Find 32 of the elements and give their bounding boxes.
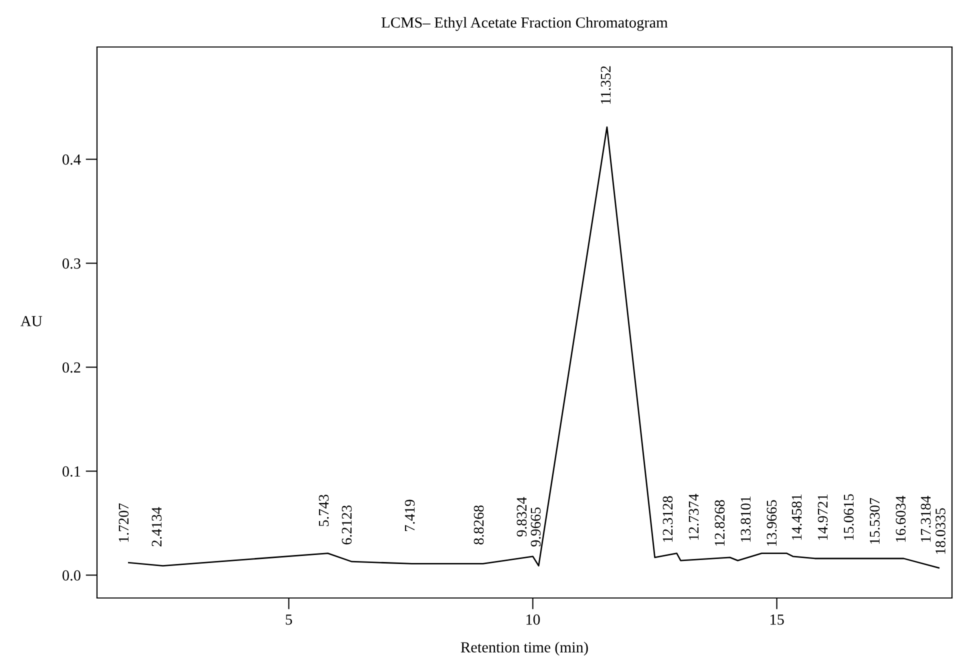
annotation: 12.3128 — [662, 496, 673, 542]
annotation: 9.8324 — [516, 497, 527, 537]
annotation: 12.7374 — [688, 494, 699, 540]
annotation: 9.9665 — [530, 507, 541, 547]
y-tick-label: 0.4 — [62, 154, 81, 165]
annotation: 5.743 — [318, 494, 329, 526]
y-tick-label: 0.0 — [62, 570, 80, 581]
annotation: 13.9665 — [766, 500, 777, 546]
annotation: 14.9721 — [818, 494, 828, 540]
y-tick-label: 0.3 — [62, 258, 80, 269]
annotation: 15.5307 — [870, 498, 880, 544]
annotation: 8.8268 — [474, 505, 484, 544]
chart-title: LCMS– Ethyl Acetate Fraction Chromatogram — [382, 16, 668, 31]
annotation: 2.4134 — [152, 507, 162, 546]
x-axis-title: Retention time (min) — [460, 642, 588, 656]
annotation: 18.0335 — [936, 508, 946, 554]
x-tick-label: 5 — [286, 614, 292, 625]
annotation: 15.0615 — [844, 494, 854, 540]
annotation: 16.6034 — [896, 496, 906, 542]
y-tick-label: 0.2 — [62, 362, 80, 373]
annotation: 14.4581 — [792, 494, 802, 540]
x-tick-label: 10 — [526, 614, 540, 625]
annotation: 7.419 — [404, 500, 415, 532]
annotation: 11.352 — [600, 66, 611, 104]
annotation: 13.8101 — [740, 496, 751, 542]
annotation: 1.7207 — [118, 503, 129, 542]
annotation: 17.3184 — [920, 496, 931, 542]
y-tick-label: 0.1 — [62, 466, 80, 477]
x-tick-label: 15 — [770, 614, 784, 625]
y-axis-title: AU — [20, 316, 42, 326]
annotation: 12.8268 — [714, 500, 725, 546]
annotation: 6.2123 — [342, 505, 352, 544]
